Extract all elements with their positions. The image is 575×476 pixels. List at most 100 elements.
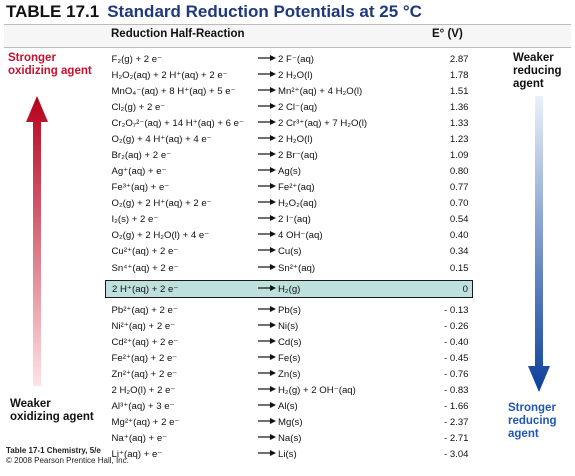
half-reaction-reactants: Fe²⁺(aq) + 2 e⁻ <box>111 352 178 364</box>
standard-potential: 0.40 <box>449 230 469 242</box>
half-reaction-products: Zn(s) <box>278 369 301 381</box>
standard-potential: 0 <box>428 280 473 299</box>
reaction-arrow-icon <box>258 415 278 431</box>
reaction-arrow-icon <box>258 212 278 228</box>
col-reaction-header: Reduction Half-Reaction <box>111 28 245 40</box>
standard-potential: 0.80 <box>449 166 469 178</box>
footer-caption: Table 17-1 Chemistry, 5/e <box>6 446 101 455</box>
half-reaction-reactants: Al³⁺(aq) + 3 e⁻ <box>111 401 175 413</box>
half-reaction-products: 2 Cl⁻(aq) <box>278 101 318 113</box>
half-reaction-reactants: MnO₄⁻(aq) + 8 H⁺(aq) + 5 e⁻ <box>111 85 236 97</box>
table-row: Cl₂(g) + 2 e⁻ 2 Cl⁻(aq) 1.36 <box>106 99 473 115</box>
half-reaction-products: 4 OH⁻(aq) <box>278 230 323 242</box>
reaction-arrow-icon <box>258 164 278 180</box>
half-reaction-products: H₂(g) + 2 OH⁻(aq) <box>278 385 356 397</box>
half-reaction-products: Cd(s) <box>278 336 302 348</box>
reducing-strength-arrow-icon <box>528 96 550 392</box>
reaction-arrow-icon <box>258 67 278 83</box>
table-row: Br₂(aq) + 2 e⁻ 2 Br⁻(aq) 1.09 <box>106 147 473 163</box>
reaction-arrow-icon <box>258 302 278 318</box>
footer-copyright: © 2008 Pearson Prentice Hall, Inc. <box>6 456 129 465</box>
half-reaction-products: 2 I⁻(aq) <box>278 214 311 226</box>
reaction-arrow-icon <box>258 431 278 447</box>
half-reaction-reactants: 2 H₂O(l) + 2 e⁻ <box>111 385 176 397</box>
half-reaction-products: Mg(s) <box>278 417 303 429</box>
half-reaction-products: 2 H₂O(l) <box>278 69 313 81</box>
table-row: 2 H₂O(l) + 2 e⁻ H₂(g) + 2 OH⁻(aq) - 0.83 <box>106 383 473 399</box>
standard-potential: 1.33 <box>449 117 469 129</box>
table-title: Standard Reduction Potentials at 25 °C <box>107 2 422 21</box>
standard-potential: 0.15 <box>449 262 469 274</box>
table-row: Fe³⁺(aq) + e⁻ Fe²⁺(aq) 0.77 <box>106 180 473 196</box>
reaction-arrow-icon <box>258 318 278 334</box>
half-reaction-products: Fe²⁺(aq) <box>278 182 315 194</box>
table-row: O₂(g) + 4 H⁺(aq) + 4 e⁻ 2 H₂O(l) 1.23 <box>106 131 473 147</box>
table-row: MnO₄⁻(aq) + 8 H⁺(aq) + 5 e⁻ Mn²⁺(aq) + 4 … <box>106 83 473 99</box>
half-reaction-products: 2 Cr³⁺(aq) + 7 H₂O(l) <box>278 117 368 129</box>
standard-potential: 1.51 <box>449 85 469 97</box>
half-reaction-products: Cu(s) <box>278 246 302 258</box>
standard-potential: - 0.13 <box>443 304 469 316</box>
reaction-arrow-icon <box>258 180 278 196</box>
standard-potential: 0.70 <box>449 198 469 210</box>
standard-potential: - 2.37 <box>443 417 469 429</box>
half-reaction-products: 2 F⁻(aq) <box>278 53 314 65</box>
table-header: Reduction Half-Reaction E° (V) <box>0 24 575 50</box>
reaction-arrow-icon <box>258 228 278 244</box>
standard-potential: - 0.26 <box>443 320 469 332</box>
reaction-arrow-icon <box>258 83 278 99</box>
weaker-oxidizing-label: Weaker oxidizing agent <box>10 398 94 423</box>
half-reaction-reactants: Pb²⁺(aq) + 2 e⁻ <box>111 304 178 316</box>
half-reaction-reactants: 2 H⁺(aq) + 2 e⁻ <box>105 280 258 299</box>
half-reaction-products: Li(s) <box>278 449 297 461</box>
standard-potential: 1.09 <box>449 150 469 161</box>
standard-potential: - 3.04 <box>443 449 469 461</box>
half-reaction-reactants: Cr₂O₇²⁻(aq) + 14 H⁺(aq) + 6 e⁻ <box>111 117 245 129</box>
half-reaction-products: H₂O₂(aq) <box>278 198 317 210</box>
reaction-arrow-icon <box>258 196 278 212</box>
footer: Table 17-1 Chemistry, 5/e © 2008 Pearson… <box>6 446 129 466</box>
half-reaction-reactants: I₂(s) + 2 e⁻ <box>111 214 159 226</box>
standard-potential: 1.23 <box>449 133 469 145</box>
standard-potential: 0.77 <box>449 182 469 194</box>
half-reaction-reactants: Ag⁺(aq) + e⁻ <box>111 166 167 178</box>
half-reaction-products: Al(s) <box>278 401 298 413</box>
reaction-arrow-icon <box>258 447 278 463</box>
table-row: I₂(s) + 2 e⁻ 2 I⁻(aq) 0.54 <box>106 212 473 228</box>
half-reaction-products: Na(s) <box>278 433 302 445</box>
half-reaction-reactants: O₂(g) + 4 H⁺(aq) + 4 e⁻ <box>111 133 212 145</box>
standard-potential: 0.54 <box>449 214 469 226</box>
reaction-arrow-icon <box>258 383 278 399</box>
half-reaction-products: 2 H₂O(l) <box>278 133 313 145</box>
half-reaction-products: Ag(s) <box>278 166 301 178</box>
reduction-table: F₂(g) + 2 e⁻ 2 F⁻(aq) 2.87 H₂O₂(aq) + 2 H⁺(… <box>105 51 473 463</box>
half-reaction-reactants: H₂O₂(aq) + 2 H⁺(aq) + 2 e⁻ <box>111 69 228 81</box>
table-row: Fe²⁺(aq) + 2 e⁻ Fe(s) - 0.45 <box>106 350 473 366</box>
table-row: Cu²⁺(aq) + 2 e⁻ Cu(s) 0.34 <box>106 244 473 260</box>
reaction-arrow-icon <box>258 147 278 163</box>
reaction-arrow-icon <box>258 334 278 350</box>
table-row: O₂(g) + 2 H⁺(aq) + 2 e⁻ H₂O₂(aq) 0.70 <box>106 196 473 212</box>
half-reaction-reactants: O₂(g) + 2 H₂O(l) + 4 e⁻ <box>111 230 210 242</box>
half-reaction-reactants: O₂(g) + 2 H⁺(aq) + 2 e⁻ <box>111 198 212 210</box>
half-reaction-reactants: Fe³⁺(aq) + e⁻ <box>111 182 170 194</box>
table-row: Mg²⁺(aq) + 2 e⁻ Mg(s) - 2.37 <box>106 415 473 431</box>
half-reaction-reactants: Sn⁴⁺(aq) + 2 e⁻ <box>111 262 179 274</box>
page-title: TABLE 17.1 Standard Reduction Potentials … <box>6 2 422 22</box>
reaction-arrow-icon <box>258 99 278 115</box>
table-row: Zn²⁺(aq) + 2 e⁻ Zn(s) - 0.76 <box>106 366 473 382</box>
table-number: TABLE 17.1 <box>6 2 100 21</box>
standard-potential: 2.87 <box>449 53 469 65</box>
half-reaction-reactants: Na⁺(aq) + e⁻ <box>111 433 168 445</box>
reaction-arrow-icon <box>258 131 278 147</box>
reaction-arrow-icon <box>258 366 278 382</box>
half-reaction-products: Mn²⁺(aq) + 4 H₂O(l) <box>278 85 363 97</box>
standard-potential: - 1.66 <box>443 401 469 413</box>
col-potential-header: E° (V) <box>432 28 463 40</box>
reaction-arrow-icon <box>258 260 278 276</box>
table-row: H₂O₂(aq) + 2 H⁺(aq) + 2 e⁻ 2 H₂O(l) 1.78 <box>106 67 473 83</box>
half-reaction-reactants: Br₂(aq) + 2 e⁻ <box>111 150 172 161</box>
standard-potential: 1.78 <box>449 69 469 81</box>
half-reaction-products: Sn²⁺(aq) <box>278 262 316 274</box>
half-reaction-products: Ni(s) <box>278 320 299 332</box>
